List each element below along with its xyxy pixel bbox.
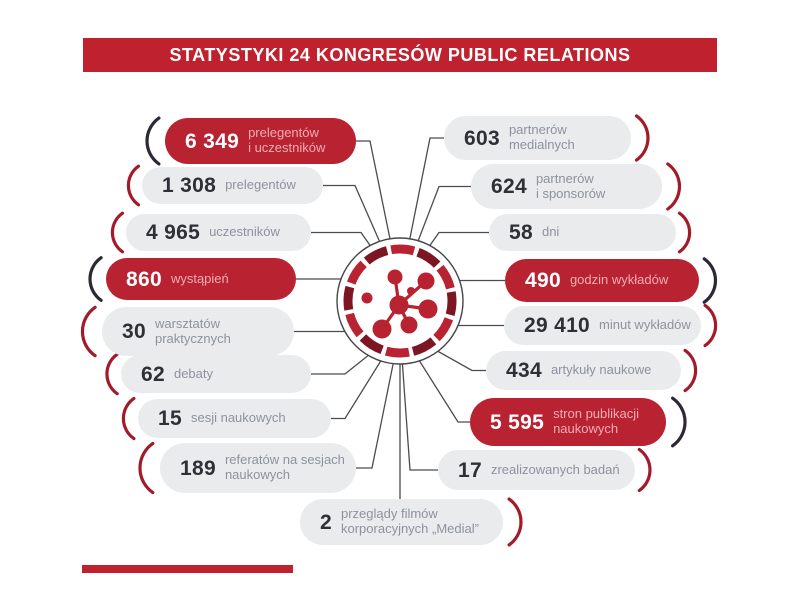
pill-arc-decoration	[138, 441, 155, 495]
stat-pill-left-2: 4 965 uczestników	[126, 214, 311, 251]
stat-pill-right-3: 490 godzin wykładów	[505, 259, 699, 302]
pill-arc-decoration	[677, 211, 692, 254]
molecule-node	[387, 269, 403, 285]
molecule-node	[407, 287, 415, 295]
stat-number: 62	[141, 362, 165, 386]
page-title: STATYSTYKI 24 KONGRESÓW PUBLIC RELATIONS	[169, 44, 631, 65]
pill-arc-decoration	[703, 303, 718, 348]
stat-pill-right-0: 603 partnerów medialnych	[444, 116, 631, 160]
pill-arc-decoration	[88, 256, 103, 302]
pill-accent-arcs	[80, 114, 718, 547]
stat-number: 490	[525, 269, 561, 292]
molecule-node	[361, 292, 373, 304]
molecule-node	[389, 295, 409, 315]
bottom-accent-bar	[82, 565, 293, 573]
pill-arc-decoration	[110, 211, 125, 254]
molecule-node	[372, 319, 392, 339]
stat-pill-right-4: 29 410 minut wykładów	[504, 306, 701, 345]
stat-label: uczestników	[209, 224, 280, 240]
molecule-node	[418, 299, 438, 319]
stat-pill-right-5: 434 artykuły naukowe	[486, 351, 681, 390]
stat-label: przeglądy filmów korporacyjnych „Medial”	[340, 506, 479, 536]
stat-pill-left-5: 62 debaty	[121, 355, 311, 393]
stat-pill-left-6: 15 sesji naukowych	[138, 399, 331, 438]
stat-label: prelegentów i uczestników	[248, 125, 326, 155]
stat-number: 4 965	[146, 221, 201, 244]
pill-arc-decoration	[121, 396, 136, 441]
stat-number: 29 410	[524, 314, 591, 337]
stat-number: 860	[126, 267, 162, 291]
stat-number: 58	[509, 221, 533, 244]
stat-number: 434	[506, 359, 542, 382]
pill-arc-decoration	[634, 114, 650, 162]
pill-arc-decoration	[671, 396, 687, 448]
stat-number: 5 595	[490, 410, 545, 434]
stat-label: partnerów i sponsorów	[535, 170, 606, 201]
stat-number: 6 349	[185, 129, 240, 153]
title-banner: STATYSTYKI 24 KONGRESÓW PUBLIC RELATIONS	[83, 38, 717, 72]
stat-label: debaty	[173, 365, 214, 381]
molecule-node	[417, 272, 435, 290]
stat-label: partnerów medialnych	[508, 122, 575, 152]
stat-label: minut wykładów	[599, 317, 691, 333]
stat-pill-right-6: 5 595 stron publikacji naukowych	[470, 398, 666, 446]
pill-arc-decoration	[637, 447, 652, 493]
pill-arc-decoration	[80, 305, 97, 358]
stat-pill-right-1: 624 partnerów i sponsorów	[471, 164, 662, 209]
pill-arc-decoration	[126, 164, 141, 207]
stat-pill-left-0: 6 349 prelegentów i uczestników	[165, 118, 356, 164]
pill-arc-decoration	[683, 348, 698, 393]
stat-number: 189	[180, 456, 216, 480]
stat-pill-left-1: 1 308 prelegentów	[142, 167, 323, 204]
stat-pill-right-2: 58 dni	[489, 214, 676, 251]
stat-label: wystąpień	[170, 270, 229, 286]
stat-number: 15	[158, 407, 182, 430]
stat-label: dni	[541, 224, 560, 240]
stat-label: warsztatów praktycznych	[154, 315, 231, 346]
stat-number: 624	[491, 175, 527, 198]
stat-pill-bottom-0: 2 przeglądy filmów korporacyjnych „Medial…	[300, 499, 503, 545]
pill-arc-decoration	[105, 352, 119, 396]
pill-arc-decoration	[507, 497, 523, 547]
molecule-node	[400, 316, 418, 334]
stat-pill-left-4: 30 warsztatów praktycznych	[102, 307, 294, 356]
stat-number: 603	[464, 126, 500, 150]
stat-label: godzin wykładów	[569, 272, 669, 288]
stat-label: sesji naukowych	[190, 410, 286, 426]
stat-pill-right-7: 17 zrealizowanych badań	[438, 450, 635, 490]
pill-arc-decoration	[702, 257, 718, 304]
stat-number: 2	[320, 510, 332, 534]
stat-pill-left-3: 860 wystąpień	[106, 258, 296, 300]
stat-label: prelegentów	[225, 177, 296, 193]
stat-number: 30	[122, 320, 146, 343]
stat-pill-left-7: 189 referatów na sesjach naukowych	[160, 443, 356, 493]
stat-number: 1 308	[162, 174, 217, 197]
stat-label: artykuły naukowe	[550, 362, 652, 378]
network-molecule-icon	[361, 269, 438, 339]
pill-arc-decoration	[666, 162, 682, 211]
stat-label: referatów na sesjach naukowych	[224, 452, 345, 482]
pill-arc-decoration	[145, 116, 161, 166]
hub-dash-ring-dark	[343, 244, 457, 358]
stat-number: 17	[458, 458, 482, 482]
stat-label: stron publikacji naukowych	[553, 406, 640, 436]
stat-label: zrealizowanych badań	[490, 461, 620, 477]
